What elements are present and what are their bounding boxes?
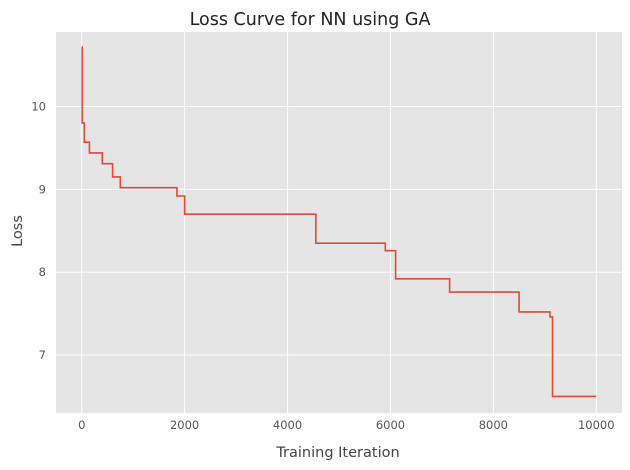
x-tick-label: 10000 bbox=[578, 418, 615, 432]
x-axis-label: Training Iteration bbox=[275, 445, 399, 461]
series-layer bbox=[81, 46, 597, 398]
tick-labels: 0 2000 4000 6000 8000 10000 7 8 9 10 bbox=[31, 100, 614, 432]
y-axis-label: Loss bbox=[10, 215, 26, 247]
y-tick-label: 8 bbox=[39, 265, 46, 279]
plot-background bbox=[56, 32, 622, 413]
x-tick-label: 0 bbox=[78, 418, 85, 432]
chart-title: Loss Curve for NN using GA bbox=[190, 10, 431, 30]
x-tick-label: 8000 bbox=[479, 418, 508, 432]
gridlines bbox=[56, 32, 622, 413]
y-tick-label: 9 bbox=[39, 182, 46, 196]
y-tick-label: 7 bbox=[39, 348, 46, 362]
x-tick-label: 6000 bbox=[376, 418, 405, 432]
x-tick-label: 2000 bbox=[170, 418, 199, 432]
y-tick-label: 10 bbox=[31, 100, 46, 114]
loss-line bbox=[81, 46, 597, 398]
x-tick-label: 4000 bbox=[273, 418, 302, 432]
